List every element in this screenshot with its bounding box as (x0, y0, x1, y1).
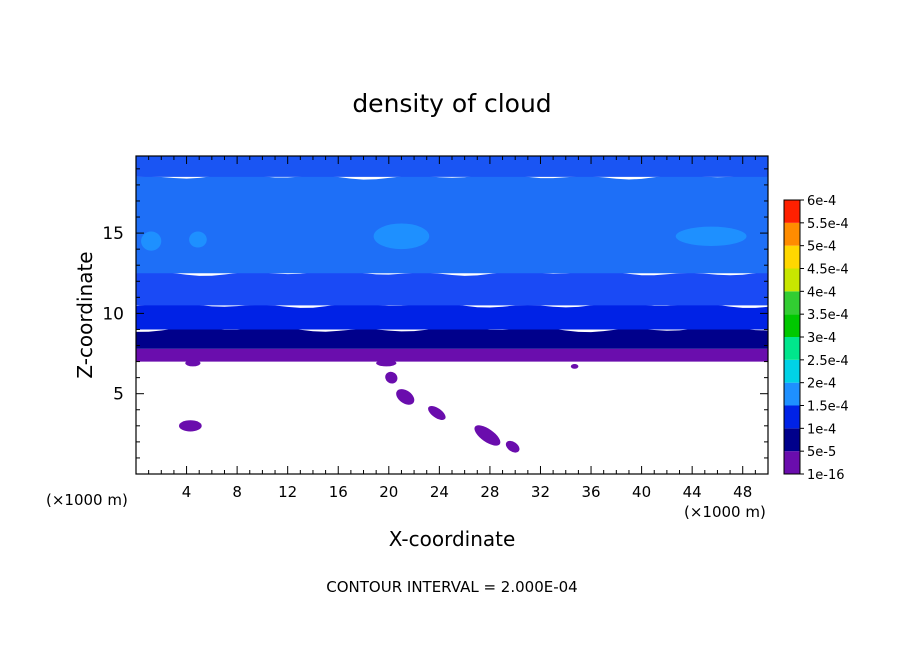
colorbar-swatch (784, 337, 800, 360)
colorbar: 1e-16 5e-5 1e-4 1.5e-4 2e-4 2.5e-4 3e-4 3.5e-4 4… (783, 194, 849, 483)
colorbar-swatch (784, 268, 800, 292)
contour-patch-1.5e-4 (675, 226, 747, 246)
contour-layers (136, 156, 768, 362)
colorbar-swatch (784, 200, 800, 223)
contour-interval-note: CONTOUR INTERVAL = 2.000E-04 (326, 578, 577, 596)
contour-patch-1.5e-4 (373, 223, 430, 250)
contour-layer (136, 270, 768, 306)
y-tick-label: 5 (113, 385, 124, 405)
x-tick-label: 28 (480, 483, 499, 501)
colorbar-swatch (784, 451, 800, 474)
x-tick-label: 36 (581, 483, 600, 501)
x-tick-marks: 4 8 12 16 20 24 28 32 36 40 44 48 (148, 156, 756, 501)
x-tick-label: 32 (531, 483, 550, 501)
contour-patch-1e-16 (505, 440, 520, 453)
colorbar-label: 2.5e-4 (807, 354, 849, 369)
y-tick-label: 15 (102, 224, 124, 244)
colorbar-swatch (784, 405, 800, 429)
contour-patch-1e-16 (376, 359, 397, 367)
x-tick-label: 40 (632, 483, 651, 501)
contour-layer (136, 302, 768, 330)
colorbar-label: 1.5e-4 (807, 400, 849, 415)
contour-patch-1e-16 (385, 371, 398, 384)
x-tick-label: 44 (683, 483, 702, 501)
contour-layer (136, 174, 768, 274)
contour-layer (136, 156, 768, 177)
x-tick-label: 4 (182, 483, 192, 501)
colorbar-swatch (784, 359, 800, 383)
y-axis-label: Z-coordinate (73, 251, 97, 378)
y-tick-label: 10 (102, 304, 124, 324)
colorbar-swatch (784, 382, 800, 406)
x-tick-label: 16 (329, 483, 348, 501)
colorbar-label: 5e-5 (807, 445, 836, 460)
colorbar-swatch (784, 428, 800, 452)
contour-patch-1e-16 (185, 359, 201, 367)
contour-patches (141, 223, 747, 453)
x-tick-label: 12 (278, 483, 297, 501)
contour-patch-1e-16 (178, 420, 202, 432)
x-axis-label: X-coordinate (389, 527, 516, 551)
contour-patch-1e-16 (570, 363, 579, 369)
x-tick-label: 48 (733, 483, 752, 501)
x-tick-label: 24 (430, 483, 449, 501)
contour-patch-1.5e-4 (141, 231, 162, 251)
contour-patch-1e-16 (474, 425, 501, 446)
contour-patch-1e-16 (396, 389, 415, 405)
colorbar-swatch (784, 245, 800, 269)
colorbar-label: 3e-4 (807, 331, 836, 346)
x-tick-label: 8 (232, 483, 242, 501)
y-tick-marks: 5 10 15 (102, 168, 768, 459)
colorbar-label: 2e-4 (807, 377, 836, 392)
colorbar-label: 6e-4 (807, 194, 836, 209)
colorbar-label: 1e-16 (807, 468, 845, 483)
colorbar-label: 3.5e-4 (807, 308, 849, 323)
x-tick-label: 20 (379, 483, 398, 501)
colorbar-label: 4e-4 (807, 285, 836, 300)
colorbar-swatch (784, 314, 800, 337)
colorbar-swatch (784, 291, 800, 315)
contour-patch-1e-16 (428, 405, 446, 420)
chart-title: density of cloud (352, 89, 551, 118)
colorbar-label: 4.5e-4 (807, 263, 849, 278)
contour-layer (136, 326, 768, 349)
colorbar-label: 5.5e-4 (807, 217, 849, 232)
contour-patch-1.5e-4 (189, 231, 207, 248)
x-unit-label: (×1000 m) (684, 503, 766, 521)
colorbar-label: 5e-4 (807, 240, 836, 255)
colorbar-label: 1e-4 (807, 422, 836, 437)
contour-layer (136, 348, 768, 362)
y-unit-label: (×1000 m) (46, 491, 128, 509)
colorbar-swatch (784, 222, 800, 246)
